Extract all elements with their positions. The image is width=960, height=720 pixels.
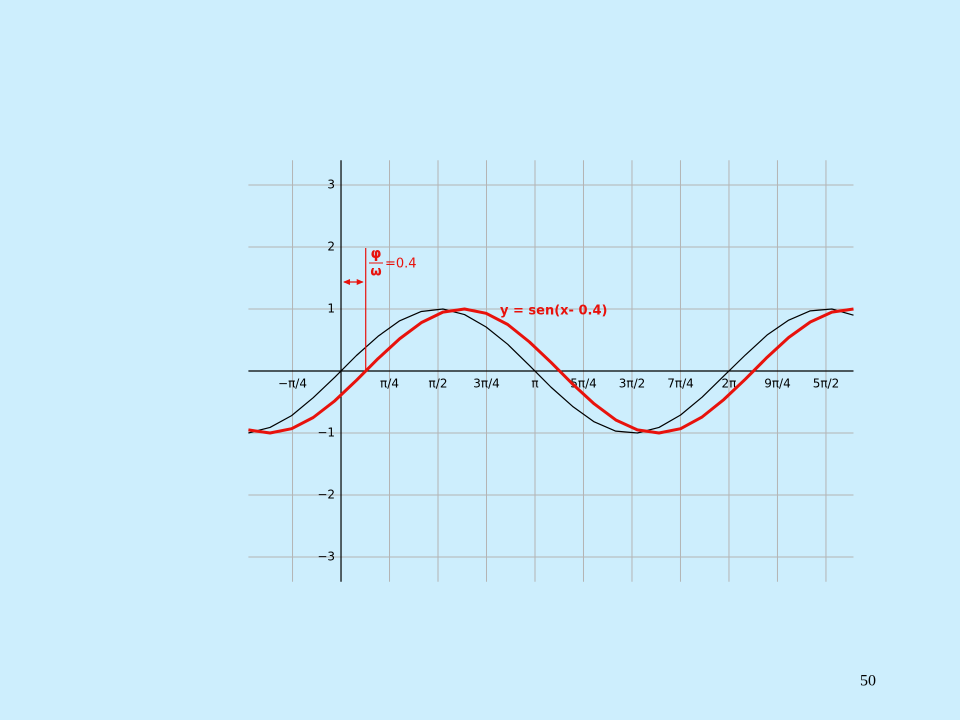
x-tick-label: π xyxy=(531,377,538,391)
y-tick-label: −2 xyxy=(317,488,335,502)
y-tick-label: 1 xyxy=(327,302,335,316)
phase-value: =0.4 xyxy=(385,257,417,272)
y-tick-label: −1 xyxy=(317,426,335,440)
x-tick-label: 5π/2 xyxy=(813,377,840,391)
x-tick-label: 3π/2 xyxy=(619,377,646,391)
y-tick-label: −3 xyxy=(317,550,335,564)
phase-denominator: ω xyxy=(370,265,381,280)
curve xyxy=(248,308,854,434)
x-tick-label: 3π/4 xyxy=(473,377,500,391)
x-tick-label: −π/4 xyxy=(278,377,307,391)
curve-label: y = sen(x- 0.4) xyxy=(500,304,607,319)
x-tick-label: 7π/4 xyxy=(667,377,694,391)
x-tick-label: π/4 xyxy=(380,377,399,391)
x-tick-label: 2π xyxy=(722,377,737,391)
curve xyxy=(248,307,854,435)
y-tick-label: 3 xyxy=(327,178,335,192)
arrow-head xyxy=(343,279,364,285)
phase-numerator: φ xyxy=(371,246,382,262)
x-tick-label: π/2 xyxy=(429,377,448,391)
y-tick-label: 2 xyxy=(327,240,335,254)
page-number: 50 xyxy=(860,673,876,690)
x-tick-label: 9π/4 xyxy=(764,377,791,391)
